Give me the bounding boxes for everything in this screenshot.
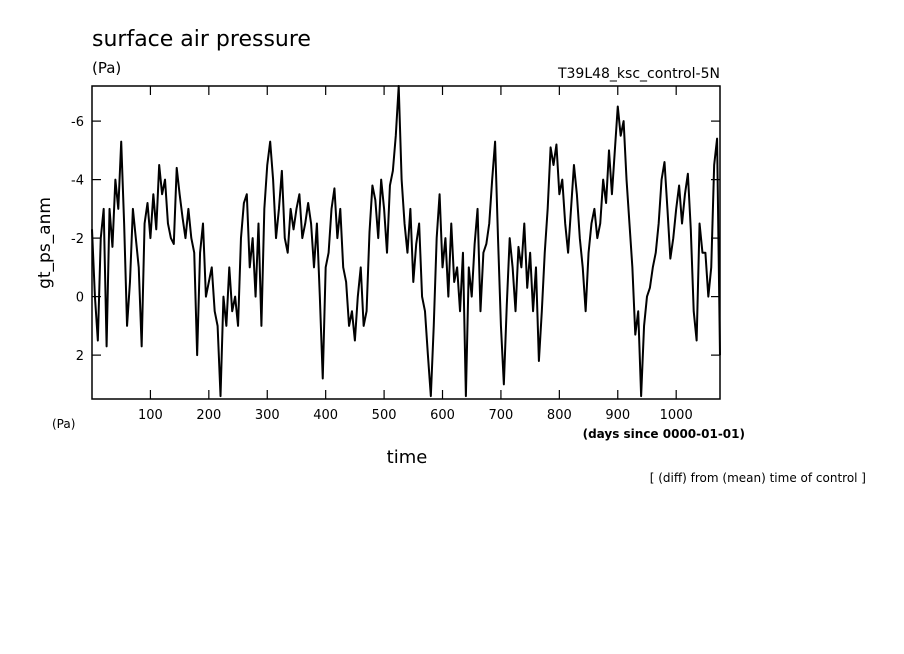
y-tick-label: -6 — [71, 115, 84, 130]
y-units: (Pa) — [52, 417, 75, 431]
x-tick-label: 100 — [138, 408, 163, 423]
x-tick-label: 700 — [489, 408, 514, 423]
run-label: T39L48_ksc_control-5N — [557, 66, 720, 82]
y-tick-label: 2 — [76, 349, 84, 364]
x-units: (days since 0000-01-01) — [583, 427, 745, 441]
note: [ (diff) from (mean) time of control ] — [650, 471, 866, 485]
x-tick-label: 500 — [372, 408, 397, 423]
x-tick-label: 200 — [196, 408, 221, 423]
units: (Pa) — [92, 59, 121, 77]
data-line — [91, 85, 721, 398]
x-tick-label: 800 — [547, 408, 572, 423]
y-axis-label: gt_ps_anm — [35, 197, 55, 289]
y-tick-label: -2 — [71, 232, 84, 247]
x-tick-label: 600 — [430, 408, 455, 423]
x-tick-label: 300 — [255, 408, 280, 423]
x-axis-label: time — [387, 447, 428, 468]
x-tick-label: 1000 — [660, 408, 693, 423]
y-tick-label: -4 — [71, 174, 84, 189]
x-tick-label: 400 — [313, 408, 338, 423]
y-tick-label: 0 — [76, 291, 84, 306]
chart-title: surface air pressure — [92, 27, 311, 52]
x-tick-label: 900 — [605, 408, 630, 423]
